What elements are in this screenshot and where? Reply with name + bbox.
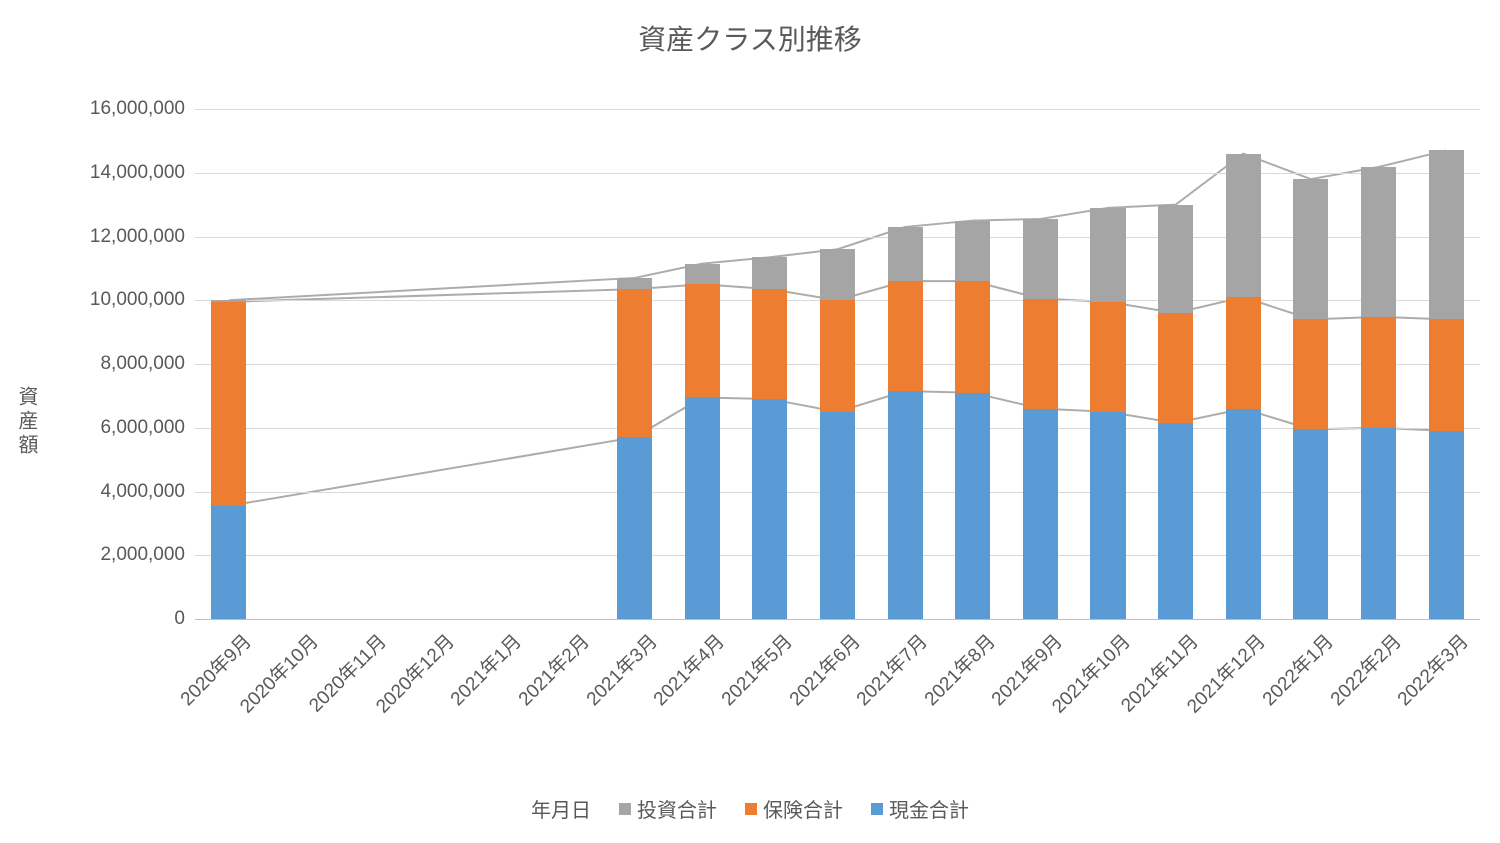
bar-seg-cash bbox=[820, 412, 855, 619]
bar-seg-invest bbox=[617, 278, 652, 289]
bar-seg-invest bbox=[752, 257, 787, 289]
bar-seg-ins bbox=[1023, 299, 1058, 409]
bar-seg-invest bbox=[1158, 205, 1193, 313]
bar-group bbox=[1023, 109, 1058, 619]
y-tick-label: 4,000,000 bbox=[100, 481, 195, 503]
bar-seg-ins bbox=[1429, 319, 1464, 431]
x-tick-label: 2021年2月 bbox=[503, 619, 595, 711]
x-tick-label: 2021年7月 bbox=[841, 619, 933, 711]
chart-title: 資産クラス別推移 bbox=[0, 18, 1500, 58]
bar-group bbox=[617, 109, 652, 619]
bar-seg-cash bbox=[752, 399, 787, 619]
bar-seg-ins bbox=[1226, 297, 1261, 409]
bar-seg-invest bbox=[685, 264, 720, 285]
bar-group bbox=[1090, 109, 1125, 619]
y-tick-label: 6,000,000 bbox=[100, 417, 195, 439]
bar-seg-cash bbox=[1090, 412, 1125, 619]
bar-seg-invest bbox=[1293, 179, 1328, 319]
x-tick-label: 2021年6月 bbox=[773, 619, 865, 711]
legend-item-invest: 投資合計 bbox=[619, 794, 717, 823]
bar-group bbox=[820, 109, 855, 619]
x-tick-label: 2021年5月 bbox=[706, 619, 798, 711]
bar-seg-ins bbox=[820, 300, 855, 412]
x-tick-label: 2021年4月 bbox=[638, 619, 730, 711]
bar-seg-cash bbox=[1158, 423, 1193, 619]
bar-seg-ins bbox=[1361, 317, 1396, 428]
bar-seg-ins bbox=[617, 289, 652, 437]
x-tick-label: 2022年3月 bbox=[1382, 619, 1474, 711]
bar-group bbox=[888, 109, 923, 619]
bar-group bbox=[1158, 109, 1193, 619]
bar-seg-cash bbox=[1361, 428, 1396, 619]
plot-area: 02,000,0004,000,0006,000,0008,000,00010,… bbox=[195, 108, 1480, 619]
bar-seg-ins bbox=[1293, 319, 1328, 429]
bar-group bbox=[1429, 109, 1464, 619]
bar-seg-invest bbox=[1090, 208, 1125, 302]
bar-group bbox=[955, 109, 990, 619]
legend-item-ins: 保険合計 bbox=[745, 794, 843, 823]
y-tick-label: 12,000,000 bbox=[90, 226, 195, 248]
y-tick-label: 0 bbox=[174, 608, 195, 630]
bar-seg-ins bbox=[955, 281, 990, 393]
bar-seg-cash bbox=[888, 391, 923, 619]
x-tick-label: 2021年3月 bbox=[570, 619, 662, 711]
x-tick-label: 2021年1月 bbox=[435, 619, 527, 711]
bar-seg-ins bbox=[888, 281, 923, 391]
bar-seg-invest bbox=[211, 300, 246, 302]
bar-seg-ins bbox=[1090, 302, 1125, 412]
bar-seg-cash bbox=[685, 397, 720, 619]
bar-seg-invest bbox=[955, 221, 990, 282]
bar-seg-invest bbox=[1429, 150, 1464, 319]
legend-item-cash: 現金合計 bbox=[871, 794, 969, 823]
bar-seg-cash bbox=[1226, 409, 1261, 619]
bar-seg-cash bbox=[1429, 431, 1464, 619]
bar-seg-ins bbox=[752, 289, 787, 399]
bar-seg-cash bbox=[955, 393, 990, 619]
y-tick-label: 14,000,000 bbox=[90, 162, 195, 184]
legend-date-text: 年月日 bbox=[531, 794, 591, 823]
bar-group bbox=[1361, 109, 1396, 619]
bar-group bbox=[1226, 109, 1261, 619]
y-axis-title: 資産額 bbox=[12, 386, 41, 458]
bar-seg-ins bbox=[1158, 313, 1193, 423]
bar-seg-cash bbox=[211, 506, 246, 619]
bar-seg-invest bbox=[1023, 219, 1058, 299]
bar-group bbox=[752, 109, 787, 619]
legend-label-invest: 投資合計 bbox=[637, 794, 717, 823]
bar-group bbox=[685, 109, 720, 619]
bar-seg-ins bbox=[211, 302, 246, 506]
bar-seg-cash bbox=[1293, 429, 1328, 619]
y-tick-label: 2,000,000 bbox=[100, 544, 195, 566]
legend-label-cash: 現金合計 bbox=[889, 794, 969, 823]
bar-seg-ins bbox=[685, 284, 720, 397]
x-tick-label: 2021年8月 bbox=[909, 619, 1001, 711]
y-tick-label: 8,000,000 bbox=[100, 353, 195, 375]
y-tick-label: 16,000,000 bbox=[90, 98, 195, 120]
y-tick-label: 10,000,000 bbox=[90, 289, 195, 311]
bar-group bbox=[211, 109, 246, 619]
legend-label-ins: 保険合計 bbox=[763, 794, 843, 823]
x-tick-label: 2022年2月 bbox=[1314, 619, 1406, 711]
legend-date-label: 年月日 bbox=[531, 794, 591, 823]
legend-swatch-ins bbox=[745, 803, 757, 815]
x-tick-label: 2022年1月 bbox=[1247, 619, 1339, 711]
bar-seg-invest bbox=[888, 227, 923, 281]
bar-seg-invest bbox=[1361, 167, 1396, 317]
legend-swatch-cash bbox=[871, 803, 883, 815]
legend: 年月日 投資合計 保険合計 現金合計 bbox=[0, 794, 1500, 823]
asset-class-chart: 資産クラス別推移 資産額 02,000,0004,000,0006,000,00… bbox=[0, 0, 1500, 843]
bar-seg-cash bbox=[1023, 409, 1058, 619]
legend-swatch-invest bbox=[619, 803, 631, 815]
bar-group bbox=[1293, 109, 1328, 619]
bar-seg-cash bbox=[617, 437, 652, 619]
bar-seg-invest bbox=[1226, 154, 1261, 297]
bar-seg-invest bbox=[820, 249, 855, 300]
